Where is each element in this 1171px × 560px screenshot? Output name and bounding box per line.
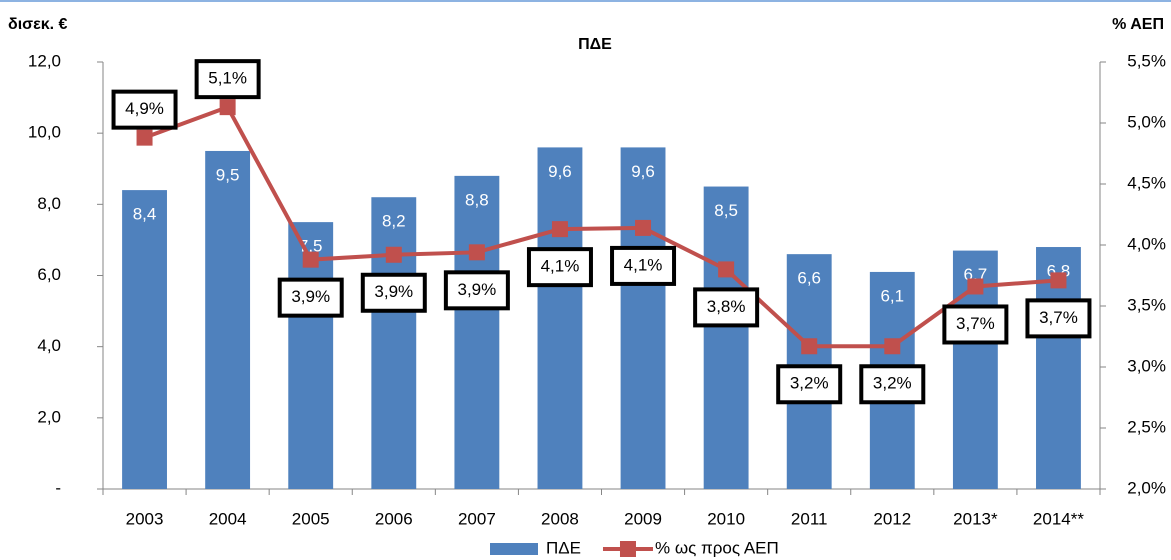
- x-tick-label: 2008: [541, 509, 579, 528]
- line-value-label: 3,9%: [374, 282, 413, 301]
- line-marker: [635, 219, 652, 236]
- y2-tick-label: 3,0%: [1127, 356, 1166, 375]
- y2-axis-label: % ΑΕΠ: [1112, 16, 1164, 33]
- line-value-label: 3,2%: [873, 374, 912, 393]
- label-box: [859, 364, 926, 405]
- bar: [454, 175, 500, 489]
- line-marker: [1050, 272, 1067, 289]
- line-marker: [884, 338, 901, 355]
- line-value-label: 3,7%: [1039, 308, 1078, 327]
- line-value-label: 4,1%: [624, 255, 663, 274]
- bar: [703, 186, 749, 489]
- x-tick-label: 2007: [458, 509, 496, 528]
- x-tick-label: 2004: [209, 509, 247, 528]
- line-value-label: 3,7%: [956, 314, 995, 333]
- y2-tick-label: 4,0%: [1127, 234, 1166, 253]
- label-box: [610, 245, 677, 286]
- chart-title: ΠΔΕ: [578, 36, 612, 53]
- x-tick-label: 2014**: [1033, 509, 1084, 528]
- x-tick-label: 2009: [624, 509, 662, 528]
- line-marker: [302, 251, 319, 268]
- bar: [205, 150, 251, 490]
- y-tick-label: -: [55, 478, 61, 497]
- line-value-label: 3,9%: [458, 280, 497, 299]
- label-box: [194, 59, 261, 100]
- x-tick-label: 2012: [873, 509, 911, 528]
- bar-value-label: 8,2: [382, 212, 406, 231]
- legend-label: % ως προς ΑΕΠ: [655, 538, 779, 557]
- line-marker: [801, 338, 818, 355]
- y2-tick-label: 5,5%: [1127, 51, 1166, 70]
- bar-value-label: 9,6: [631, 162, 655, 181]
- legend-swatch: [490, 543, 538, 555]
- line-value-label: 5,1%: [208, 69, 247, 88]
- y2-tick-label: 3,5%: [1127, 295, 1166, 314]
- line-marker: [385, 246, 402, 263]
- y-tick-label: 12,0: [28, 51, 61, 70]
- y2-tick-label: 2,0%: [1127, 478, 1166, 497]
- line-value-label: 3,9%: [291, 287, 330, 306]
- label-box: [443, 270, 510, 311]
- label-box: [693, 287, 760, 328]
- label-box: [360, 272, 427, 313]
- y-tick-label: 2,0: [37, 407, 61, 426]
- x-tick-label: 2011: [791, 509, 828, 528]
- bar: [620, 147, 666, 489]
- bar-value-label: 8,4: [133, 205, 157, 224]
- y-tick-label: 10,0: [28, 123, 61, 142]
- x-tick-label: 2006: [375, 509, 413, 528]
- label-box: [942, 304, 1009, 345]
- y2-tick-label: 4,5%: [1127, 173, 1166, 192]
- bar: [537, 147, 583, 489]
- label-box: [776, 364, 843, 405]
- label-box: [526, 247, 593, 288]
- line-marker: [219, 99, 236, 116]
- line-value-label: 3,2%: [790, 374, 829, 393]
- x-tick-label: 2010: [707, 509, 745, 528]
- bar-value-label: 9,5: [216, 165, 240, 184]
- x-tick-label: 2013*: [953, 509, 998, 528]
- bar-value-label: 9,6: [548, 162, 572, 181]
- bar-value-label: 8,8: [465, 190, 489, 209]
- line-value-label: 4,1%: [541, 257, 580, 276]
- y2-tick-label: 5,0%: [1127, 112, 1166, 131]
- bar-value-label: 6,1: [880, 286, 904, 305]
- legend-label: ΠΔΕ: [546, 538, 581, 557]
- label-box: [1025, 298, 1092, 339]
- y2-tick-label: 2,5%: [1127, 417, 1166, 436]
- x-tick-label: 2005: [292, 509, 330, 528]
- y-tick-label: 8,0: [37, 194, 61, 213]
- line-marker: [551, 221, 568, 238]
- bar: [371, 197, 417, 489]
- y-tick-label: 6,0: [37, 265, 61, 284]
- line-marker: [136, 129, 153, 146]
- line-marker: [967, 278, 984, 295]
- line-value-label: 3,8%: [707, 297, 746, 316]
- label-box: [111, 89, 178, 130]
- legend-swatch: [619, 541, 636, 557]
- bar-value-label: 8,5: [714, 201, 738, 220]
- x-tick-label: 2003: [126, 509, 164, 528]
- y-axis-label: δισεκ. €: [8, 16, 68, 33]
- line: [143, 104, 1059, 349]
- line-marker: [718, 261, 735, 278]
- line-value-label: 4,9%: [125, 99, 164, 118]
- label-box: [277, 277, 344, 318]
- y-tick-label: 4,0: [37, 336, 61, 355]
- bar: [122, 190, 167, 489]
- bar-value-label: 6,6: [797, 269, 821, 288]
- line-marker: [468, 244, 485, 261]
